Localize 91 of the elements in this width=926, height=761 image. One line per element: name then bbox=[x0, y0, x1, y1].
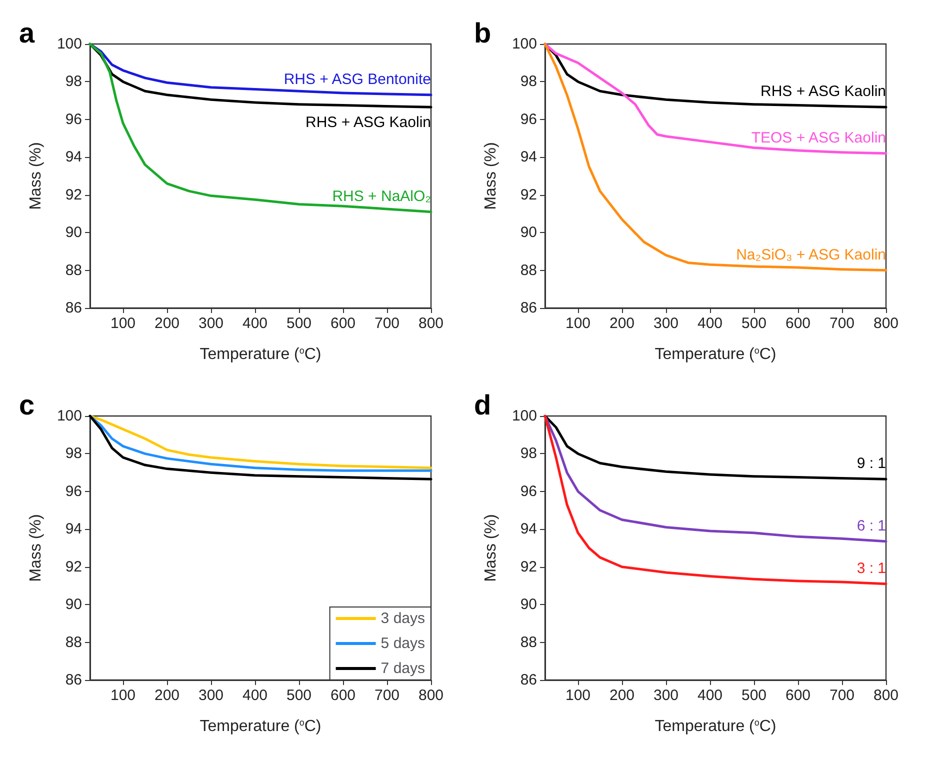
y-tick-label: 90 bbox=[520, 224, 537, 242]
y-tick-label: 100 bbox=[56, 36, 82, 52]
y-tick-label: 86 bbox=[65, 672, 82, 688]
x-tick-label: 700 bbox=[829, 315, 855, 332]
x-tick-label: 500 bbox=[286, 315, 312, 332]
line-series bbox=[544, 414, 888, 586]
series-label: 9 : 1 bbox=[856, 455, 886, 472]
y-tick-label: 96 bbox=[65, 110, 82, 128]
x-tick-label: 800 bbox=[873, 687, 899, 704]
x-tick-label: 200 bbox=[609, 315, 635, 332]
y-tick-label: 96 bbox=[520, 482, 537, 500]
x-tick-label: 100 bbox=[565, 315, 591, 332]
y-axis-title: Mass (%) bbox=[28, 514, 44, 582]
series-label: RHS + ASG Kaolin bbox=[306, 114, 431, 132]
y-tick-label: 96 bbox=[520, 110, 537, 128]
chart-title: a bbox=[19, 18, 35, 48]
x-tick-label: 400 bbox=[697, 315, 723, 332]
y-axis-title: Mass (%) bbox=[28, 142, 44, 210]
x-tick-label: 600 bbox=[785, 687, 811, 704]
x-tick-label: 100 bbox=[110, 315, 136, 332]
chart-title: b bbox=[474, 18, 492, 48]
x-tick-label: 400 bbox=[242, 687, 268, 704]
y-tick-label: 88 bbox=[65, 634, 82, 651]
legend-label: 5 days bbox=[380, 635, 426, 652]
x-tick-label: 400 bbox=[697, 687, 723, 704]
x-tick-label: 500 bbox=[286, 687, 312, 704]
chart-title: c bbox=[19, 390, 35, 420]
x-tick-label: 300 bbox=[653, 687, 679, 704]
chart-title: d bbox=[474, 390, 492, 420]
y-tick-label: 94 bbox=[520, 520, 537, 538]
x-tick-label: 700 bbox=[374, 687, 400, 704]
y-tick-label: 94 bbox=[520, 148, 537, 166]
x-tick-label: 700 bbox=[374, 315, 400, 332]
series-label: Na₂SiO₃ + ASG Kaolin bbox=[736, 246, 886, 264]
x-tick-label: 700 bbox=[829, 687, 855, 704]
series-label: 3 : 1 bbox=[856, 560, 886, 577]
line-series bbox=[88, 42, 432, 214]
series-label: RHS + NaAlO₂ bbox=[332, 188, 432, 205]
x-tick-label: 100 bbox=[110, 687, 136, 704]
x-tick-label: 600 bbox=[330, 687, 356, 704]
x-tick-label: 300 bbox=[653, 315, 679, 332]
y-tick-label: 88 bbox=[520, 634, 537, 651]
x-tick-label: 200 bbox=[609, 687, 635, 704]
y-tick-label: 92 bbox=[520, 186, 537, 204]
x-tick-label: 200 bbox=[154, 687, 180, 704]
y-tick-label: 92 bbox=[520, 558, 537, 576]
y-tick-label: 92 bbox=[65, 558, 82, 576]
y-tick-label: 86 bbox=[65, 300, 82, 316]
x-tick-label: 800 bbox=[873, 315, 899, 332]
y-tick-label: 98 bbox=[520, 445, 537, 462]
y-tick-label: 88 bbox=[520, 262, 537, 279]
x-tick-label: 100 bbox=[565, 687, 591, 704]
y-tick-label: 100 bbox=[56, 408, 82, 424]
line-series bbox=[88, 42, 432, 96]
line-series bbox=[544, 414, 888, 543]
y-tick-label: 98 bbox=[65, 445, 82, 462]
y-tick-label: 88 bbox=[65, 262, 82, 279]
y-tick-label: 100 bbox=[512, 408, 537, 424]
x-tick-label: 800 bbox=[418, 315, 444, 332]
x-tick-label: 300 bbox=[198, 687, 224, 704]
x-tick-label: 600 bbox=[785, 315, 811, 332]
y-tick-label: 90 bbox=[65, 224, 82, 242]
line-series bbox=[544, 42, 888, 272]
x-tick-label: 400 bbox=[242, 315, 268, 332]
y-tick-label: 90 bbox=[65, 596, 82, 614]
x-tick-label: 500 bbox=[741, 687, 767, 704]
legend-label: 7 days bbox=[380, 660, 426, 677]
series-label: TEOS + ASG Kaolin bbox=[751, 129, 886, 146]
y-axis-title: Mass (%) bbox=[482, 142, 500, 210]
line-series bbox=[544, 414, 888, 480]
x-tick-label: 600 bbox=[330, 315, 356, 332]
y-tick-label: 100 bbox=[512, 36, 537, 52]
series-label: RHS + ASG Kaolin bbox=[760, 83, 886, 100]
y-tick-label: 86 bbox=[520, 300, 537, 316]
x-tick-label: 200 bbox=[154, 315, 180, 332]
y-tick-label: 96 bbox=[65, 482, 82, 500]
y-tick-label: 92 bbox=[65, 186, 82, 204]
x-tick-label: 800 bbox=[418, 687, 444, 704]
x-tick-label: 300 bbox=[198, 315, 224, 332]
legend-label: 3 days bbox=[380, 610, 426, 627]
line-series bbox=[544, 42, 888, 155]
y-tick-label: 86 bbox=[520, 672, 537, 688]
series-label: RHS + ASG Bentonite bbox=[284, 70, 431, 88]
y-axis-title: Mass (%) bbox=[482, 514, 500, 582]
x-tick-label: 500 bbox=[741, 315, 767, 332]
y-tick-label: 94 bbox=[65, 148, 82, 166]
y-tick-label: 90 bbox=[520, 596, 537, 614]
series-label: 6 : 1 bbox=[856, 517, 886, 534]
y-tick-label: 98 bbox=[520, 73, 537, 90]
y-tick-label: 98 bbox=[65, 73, 82, 90]
y-tick-label: 94 bbox=[65, 520, 82, 538]
